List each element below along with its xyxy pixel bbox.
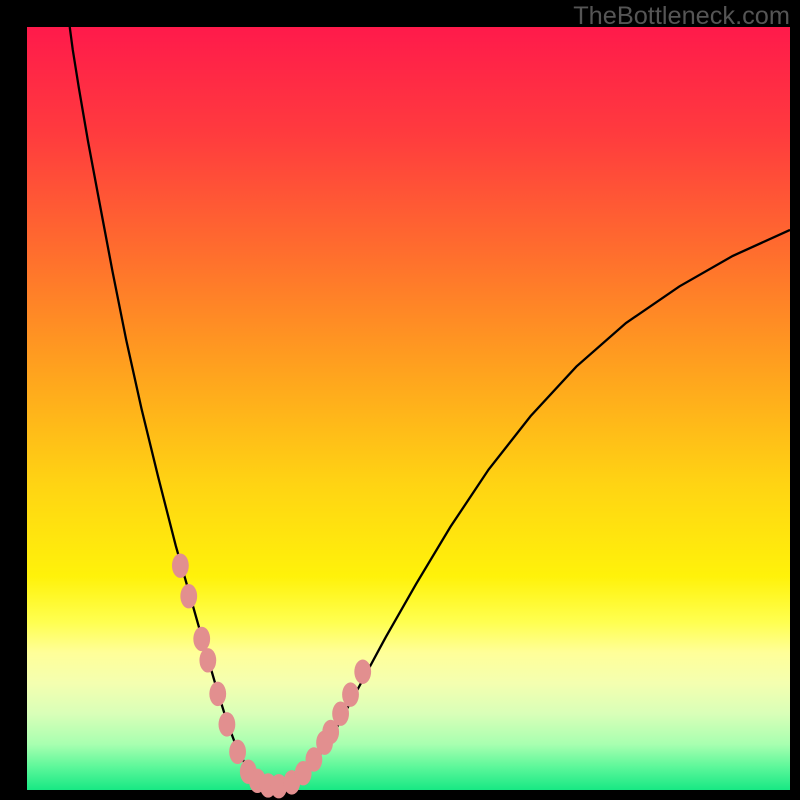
bead bbox=[342, 682, 359, 706]
bottleneck-curve bbox=[70, 27, 790, 786]
bead bbox=[209, 682, 226, 706]
watermark-text: TheBottleneck.com bbox=[573, 2, 790, 31]
curve-beads bbox=[172, 553, 371, 798]
bead bbox=[219, 712, 236, 736]
bead bbox=[180, 584, 197, 608]
bead bbox=[199, 648, 216, 672]
bead bbox=[354, 660, 371, 684]
curve-layer bbox=[27, 27, 790, 790]
bead bbox=[229, 740, 246, 764]
bead bbox=[193, 627, 210, 651]
bead bbox=[172, 553, 189, 577]
plot-area bbox=[27, 27, 790, 790]
chart-frame: TheBottleneck.com bbox=[0, 0, 800, 800]
